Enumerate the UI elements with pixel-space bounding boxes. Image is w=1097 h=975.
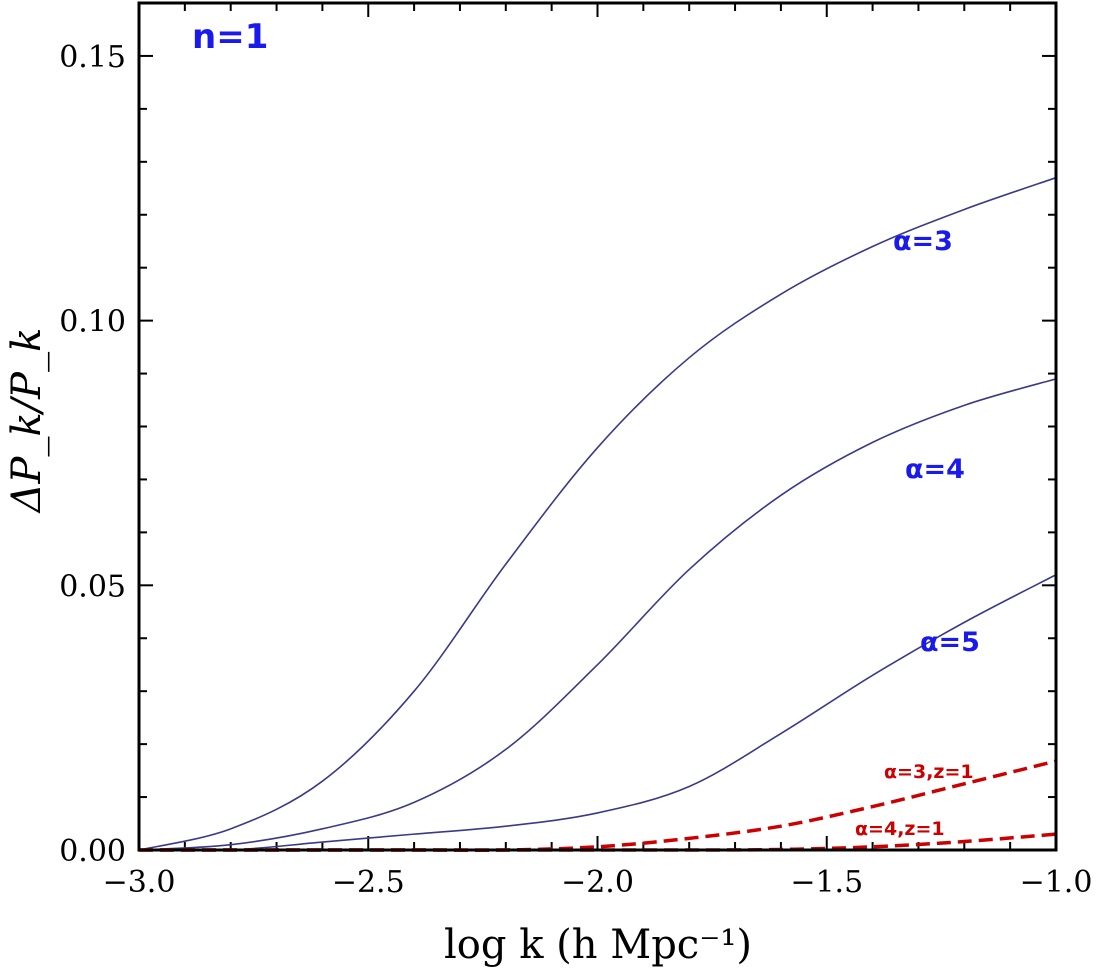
y-axis-title: ΔP_k/P_k	[4, 328, 50, 515]
y-tick-label: 0.00	[59, 834, 126, 869]
plot-frame	[137, 1, 1058, 852]
y-tick-label: 0.05	[59, 569, 126, 604]
series-line-α=5	[138, 574, 1057, 852]
x-tick-label: −2.0	[561, 865, 634, 900]
series-line-α=4	[138, 378, 1057, 851]
x-tick-label: −2.5	[332, 865, 405, 900]
series-line-α=3	[138, 176, 1057, 851]
series-label-alpha3-z1: α=3,z=1	[884, 761, 974, 783]
y-tick-label: 0.15	[59, 40, 126, 75]
x-tick-label: −1.0	[1020, 865, 1093, 900]
tick-labels: −3.0 −2.5 −2.0 −1.5 −1.0 0.00 0.05 0.10 0.15	[59, 40, 1092, 900]
x-tick-label: −1.5	[790, 865, 863, 900]
x-axis-title: log k (h Mpc⁻¹)	[444, 922, 752, 968]
series-label-alpha4: α=4	[905, 454, 965, 485]
panel-label: n=1	[192, 17, 268, 57]
x-tick-label: −3.0	[103, 865, 176, 900]
series-label-alpha3: α=3	[893, 226, 953, 257]
y-tick-label: 0.10	[59, 305, 126, 340]
series-label-alpha4-z1: α=4,z=1	[855, 818, 945, 840]
series-label-alpha5: α=5	[920, 627, 980, 658]
